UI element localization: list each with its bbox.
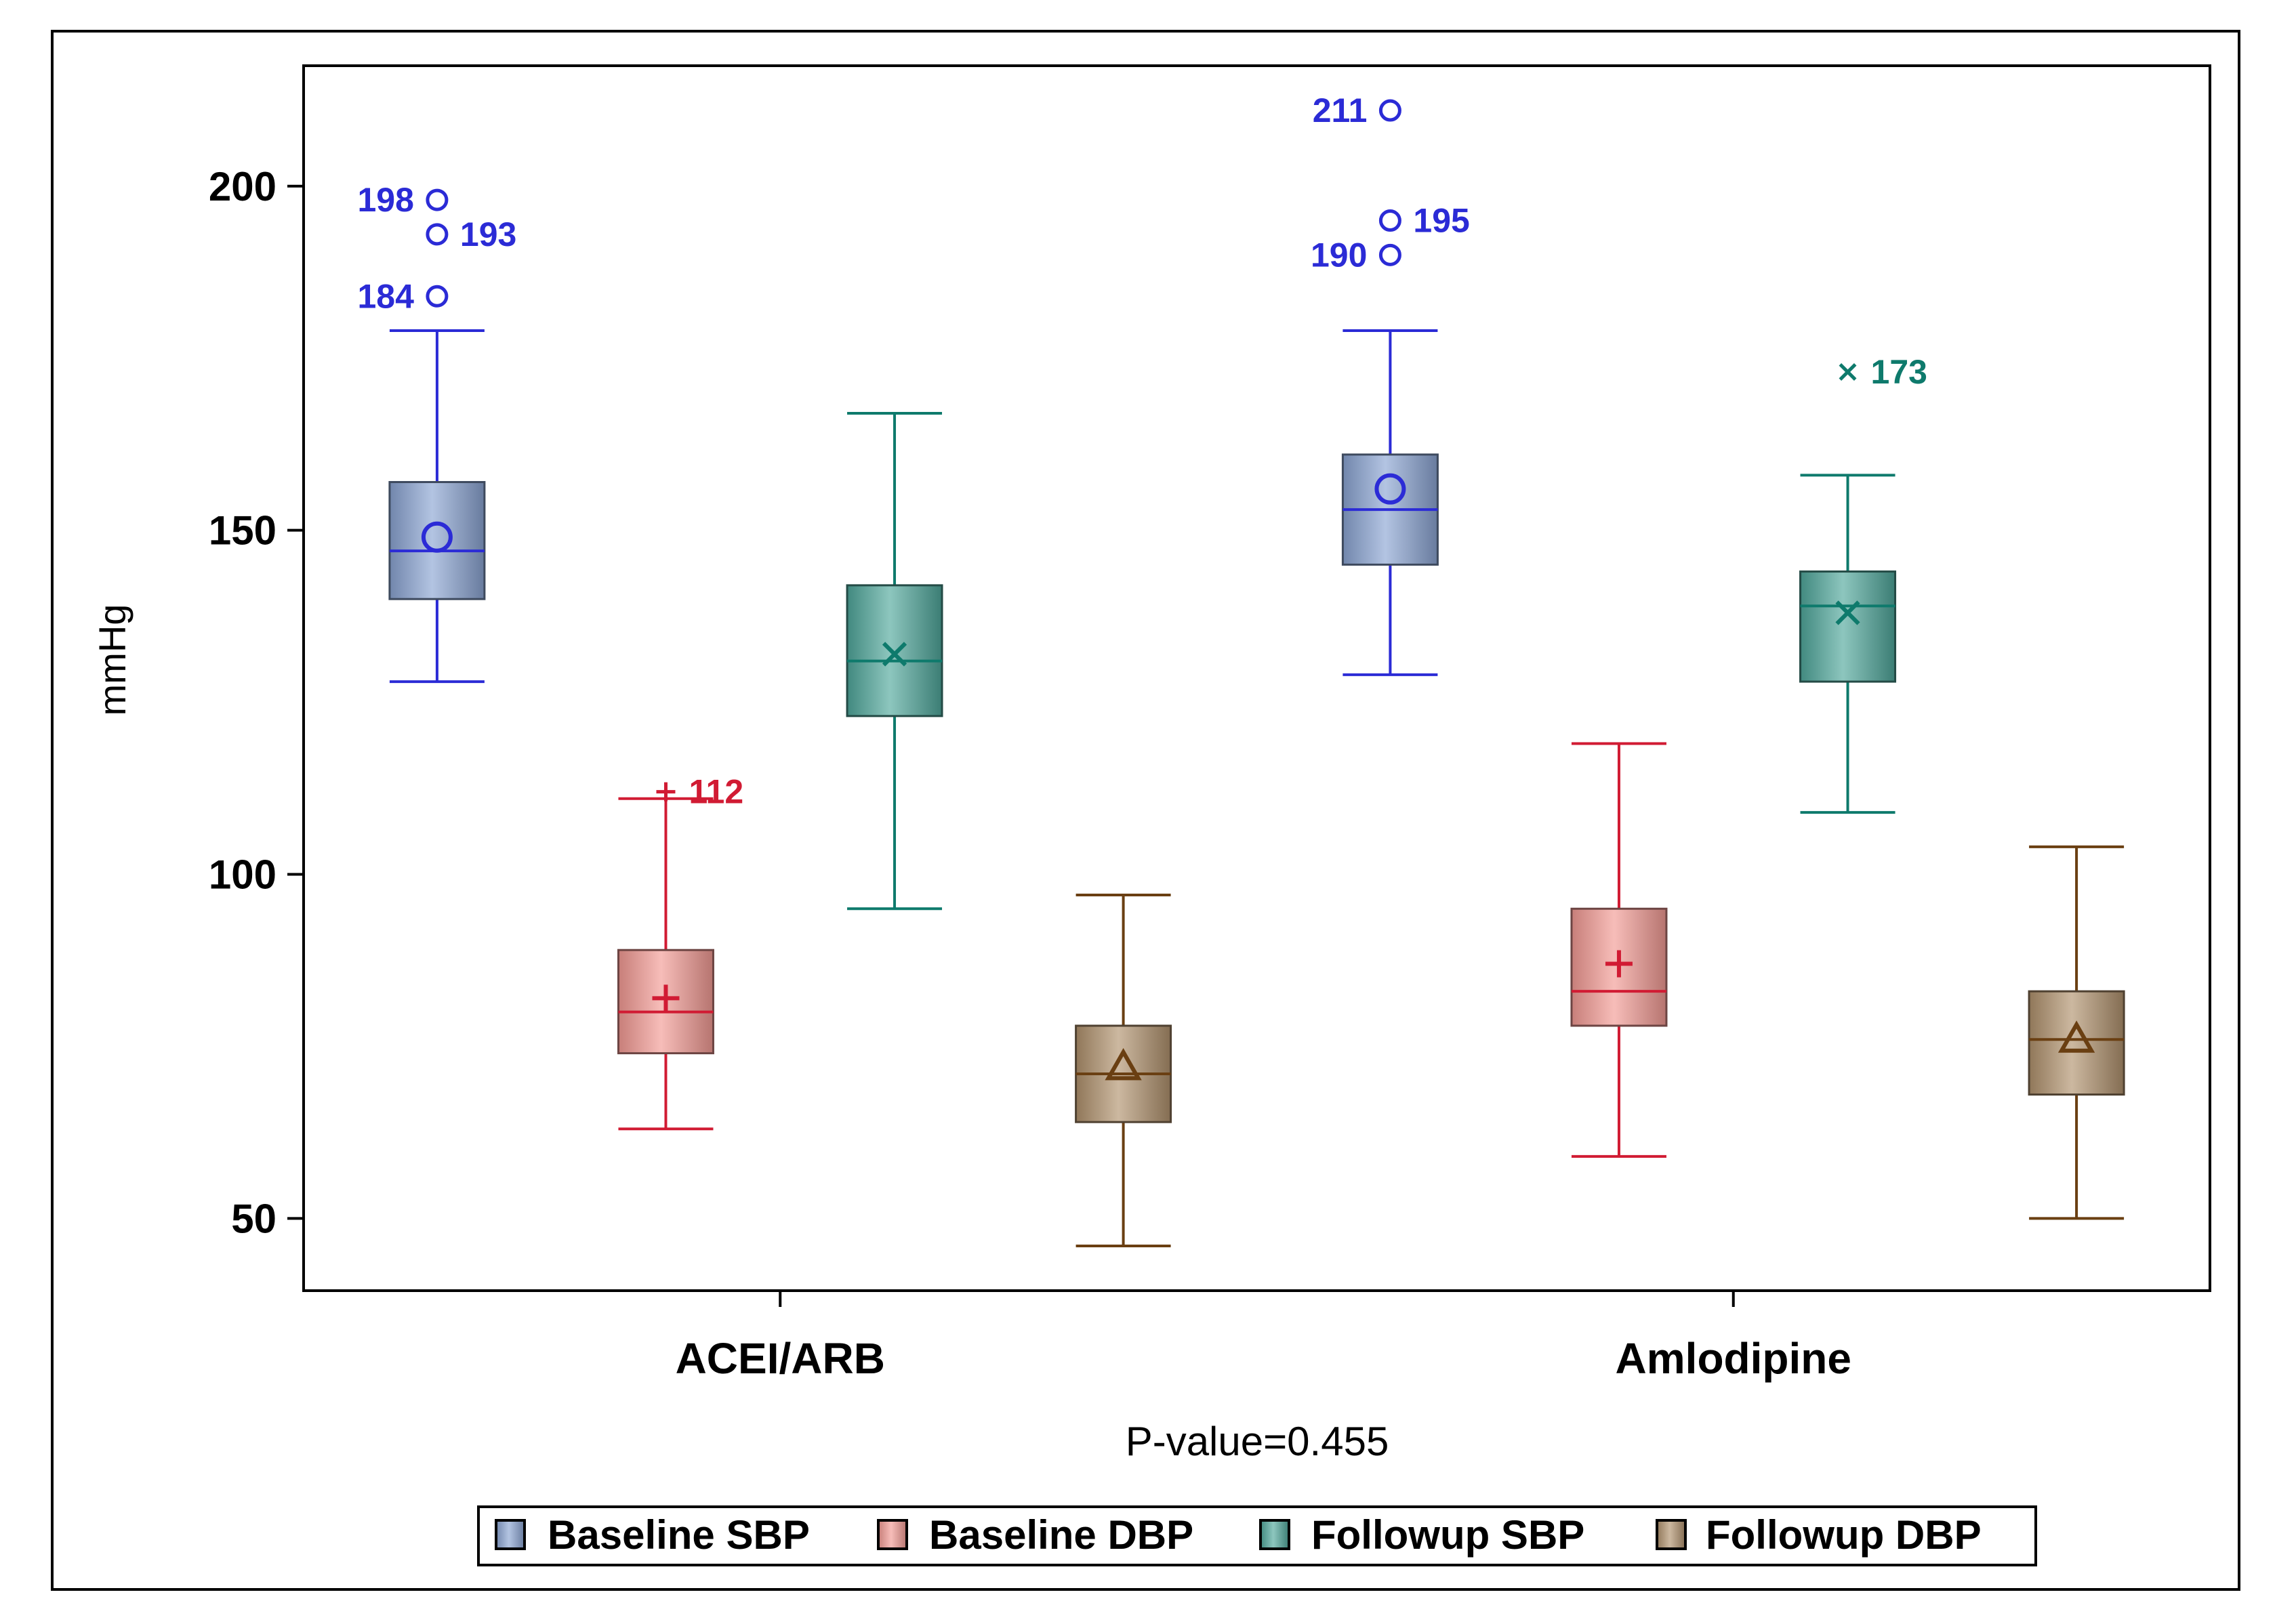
box-baseline-dbp-2 (1570, 742, 1668, 1158)
box-baseline-dbp-1: 112 (617, 773, 743, 1131)
box-followup-sbp-2: 173 (1799, 353, 1927, 814)
outlier-marker (1378, 209, 1401, 232)
legend-item-baseline-sbp: Baseline SBP (495, 1512, 810, 1558)
outlier-label: 112 (689, 773, 743, 811)
y-tick-label: 150 (209, 508, 276, 554)
iqr-box (2028, 990, 2125, 1096)
plot-area (302, 64, 2211, 1292)
outlier-marker (426, 223, 449, 246)
legend-label: Baseline SBP (548, 1512, 810, 1558)
legend-swatch (1259, 1519, 1290, 1550)
legend: Baseline SBP Baseline DBP Followup SBP Foll… (477, 1505, 2037, 1566)
legend-item-baseline-dbp: Baseline DBP (877, 1512, 1193, 1558)
box-followup-sbp-1 (846, 411, 943, 911)
mean-marker (2057, 1020, 2095, 1053)
outlier-marker (1378, 99, 1401, 122)
outlier-label: 198 (357, 181, 413, 219)
legend-label: Followup DBP (1706, 1512, 1982, 1558)
y-axis-label: mmHg (91, 604, 134, 716)
box-followup-dbp-2 (2028, 845, 2125, 1220)
legend-swatch (877, 1519, 908, 1550)
mean-marker (882, 642, 907, 667)
outlier-marker (426, 188, 449, 211)
iqr-box (1799, 570, 1897, 683)
outlier-label: 193 (460, 215, 516, 253)
outlier-marker (656, 782, 676, 801)
outlier-label: 190 (1311, 236, 1367, 274)
legend-label: Baseline DBP (929, 1512, 1193, 1558)
mean-marker (1105, 1047, 1142, 1081)
mean-marker (1835, 600, 1860, 625)
mean-marker (421, 521, 453, 553)
legend-swatch (1656, 1519, 1687, 1550)
legend-frame (477, 1505, 2037, 1566)
y-axis: 50 100 150 200 (209, 164, 304, 1241)
x-tick-label: ACEI/ARB (676, 1334, 885, 1383)
x-axis: ACEI/ARB Amlodipine (676, 1291, 1851, 1383)
legend-label: Followup SBP (1311, 1512, 1584, 1558)
box-series: 198 193 184 211 195 190 112 173 (357, 91, 2125, 1247)
x-tick-label: Amlodipine (1616, 1334, 1851, 1383)
outlier-label: 173 (1871, 353, 1927, 391)
box-followup-dbp-1 (1075, 893, 1172, 1247)
mean-marker (1374, 473, 1406, 505)
iqr-box (388, 481, 486, 600)
outlier-label: 184 (357, 277, 414, 315)
box-baseline-sbp-1: 198 193 184 (357, 181, 516, 684)
outlier-marker (426, 285, 449, 308)
box-baseline-sbp-2: 211 195 190 (1311, 91, 1470, 676)
outlier-marker (1378, 243, 1401, 266)
mean-marker (1605, 950, 1633, 978)
legend-item-followup-dbp: Followup DBP (1656, 1512, 1982, 1558)
mean-marker (652, 984, 680, 1012)
legend-item-followup-sbp: Followup SBP (1259, 1512, 1584, 1558)
outlier-label: 195 (1413, 202, 1469, 240)
y-tick-label: 100 (209, 852, 276, 897)
p-value-footnote: P-value=0.455 (1126, 1419, 1389, 1464)
y-tick-label: 200 (209, 164, 276, 209)
outlier-marker (1839, 363, 1857, 381)
y-tick-label: 50 (231, 1196, 276, 1241)
legend-swatch (495, 1519, 526, 1550)
iqr-box (846, 584, 943, 717)
outlier-label: 211 (1313, 91, 1368, 129)
